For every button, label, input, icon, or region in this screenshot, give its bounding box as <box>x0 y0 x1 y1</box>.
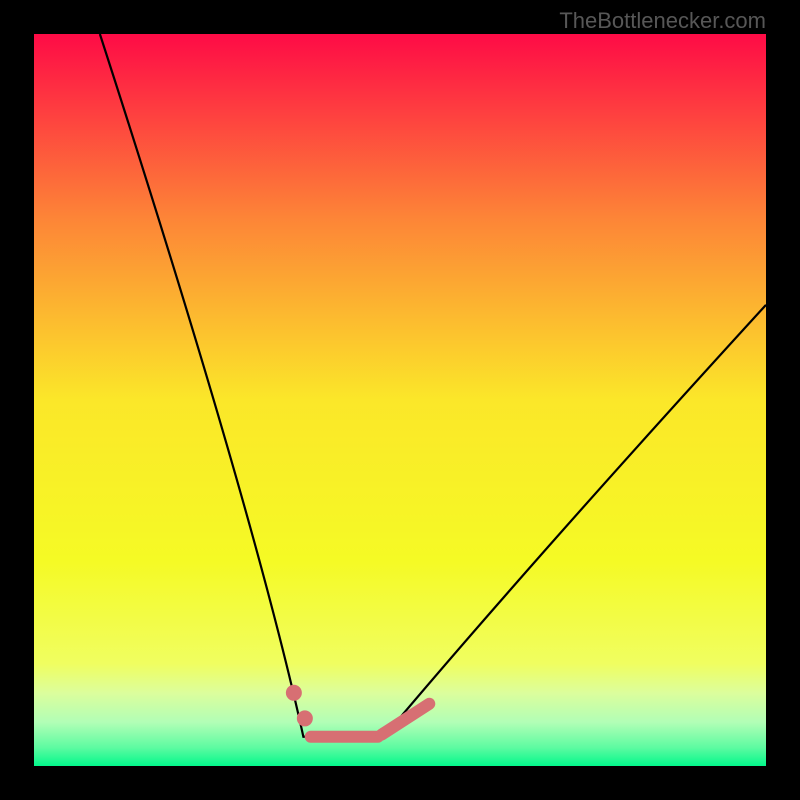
valley-marker-dot <box>286 685 302 701</box>
valley-marker-dot <box>297 710 313 726</box>
bottleneck-curve-chart <box>0 0 800 800</box>
plot-background <box>34 34 766 766</box>
chart-stage: TheBottlenecker.com <box>0 0 800 800</box>
